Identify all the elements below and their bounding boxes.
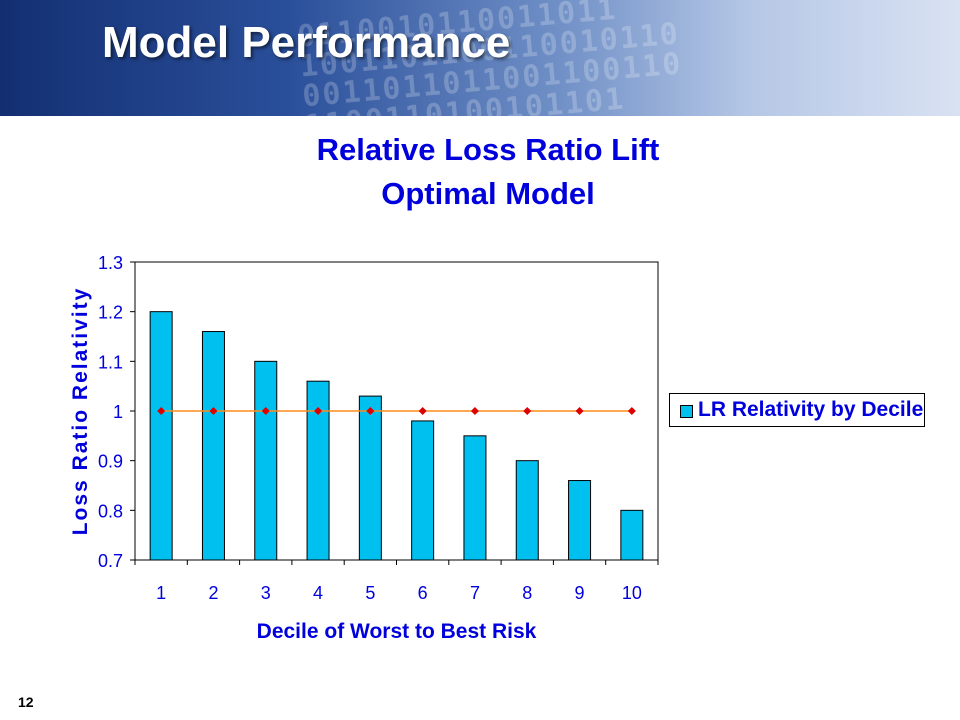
legend-swatch-bar xyxy=(680,405,693,418)
line-marker xyxy=(627,407,636,415)
bar xyxy=(411,420,435,561)
bar xyxy=(568,480,592,561)
bar xyxy=(515,460,539,561)
y-tick-label: 0.9 xyxy=(98,452,123,472)
chart-title: Relative Loss Ratio Lift xyxy=(316,132,660,167)
line-marker xyxy=(575,407,584,415)
x-tick-label: 2 xyxy=(208,583,218,603)
x-tick-label: 9 xyxy=(575,583,585,603)
y-tick-label: 0.7 xyxy=(98,551,123,571)
line-marker xyxy=(523,407,532,415)
legend-label: LR Relativity by Decile xyxy=(698,398,924,421)
chart-legend: LR Relativity by Decile xyxy=(669,393,925,427)
line-marker xyxy=(261,407,270,415)
x-tick-label: 7 xyxy=(470,583,480,603)
line-marker xyxy=(418,407,427,415)
line-marker xyxy=(157,407,166,415)
x-tick-label: 10 xyxy=(622,583,642,603)
x-tick-label: 5 xyxy=(365,583,375,603)
x-tick-label: 4 xyxy=(313,583,323,603)
y-tick-label: 1.2 xyxy=(98,303,123,323)
bar xyxy=(463,435,487,561)
bar xyxy=(201,331,225,561)
line-marker xyxy=(470,407,479,415)
x-tick-label: 1 xyxy=(156,583,166,603)
line-marker xyxy=(314,407,323,415)
bar xyxy=(149,311,173,561)
x-tick-label: 3 xyxy=(261,583,271,603)
y-tick-label: 0.8 xyxy=(98,501,123,521)
x-tick-label: 8 xyxy=(522,583,532,603)
title-banner: 0110010110011011 1001101100110010110 00110… xyxy=(0,0,960,116)
line-marker xyxy=(209,407,218,415)
chart-title-block: Relative Loss Ratio Lift Optimal Model xyxy=(0,128,960,216)
bar xyxy=(254,360,278,561)
x-tick-label: 6 xyxy=(418,583,428,603)
chart-subtitle: Optimal Model xyxy=(381,176,595,211)
y-tick-label: 1 xyxy=(113,402,123,422)
bar xyxy=(358,395,382,561)
y-axis-label: Loss Ratio Relativity xyxy=(69,287,92,536)
bar xyxy=(306,380,330,561)
x-axis-label: Decile of Worst to Best Risk xyxy=(257,620,537,643)
y-tick-label: 1.3 xyxy=(98,253,123,273)
bar xyxy=(620,509,644,561)
page-number: 12 xyxy=(18,694,34,710)
slide-title: Model Performance xyxy=(102,18,511,67)
line-marker xyxy=(366,407,375,415)
y-tick-label: 1.1 xyxy=(98,352,123,372)
